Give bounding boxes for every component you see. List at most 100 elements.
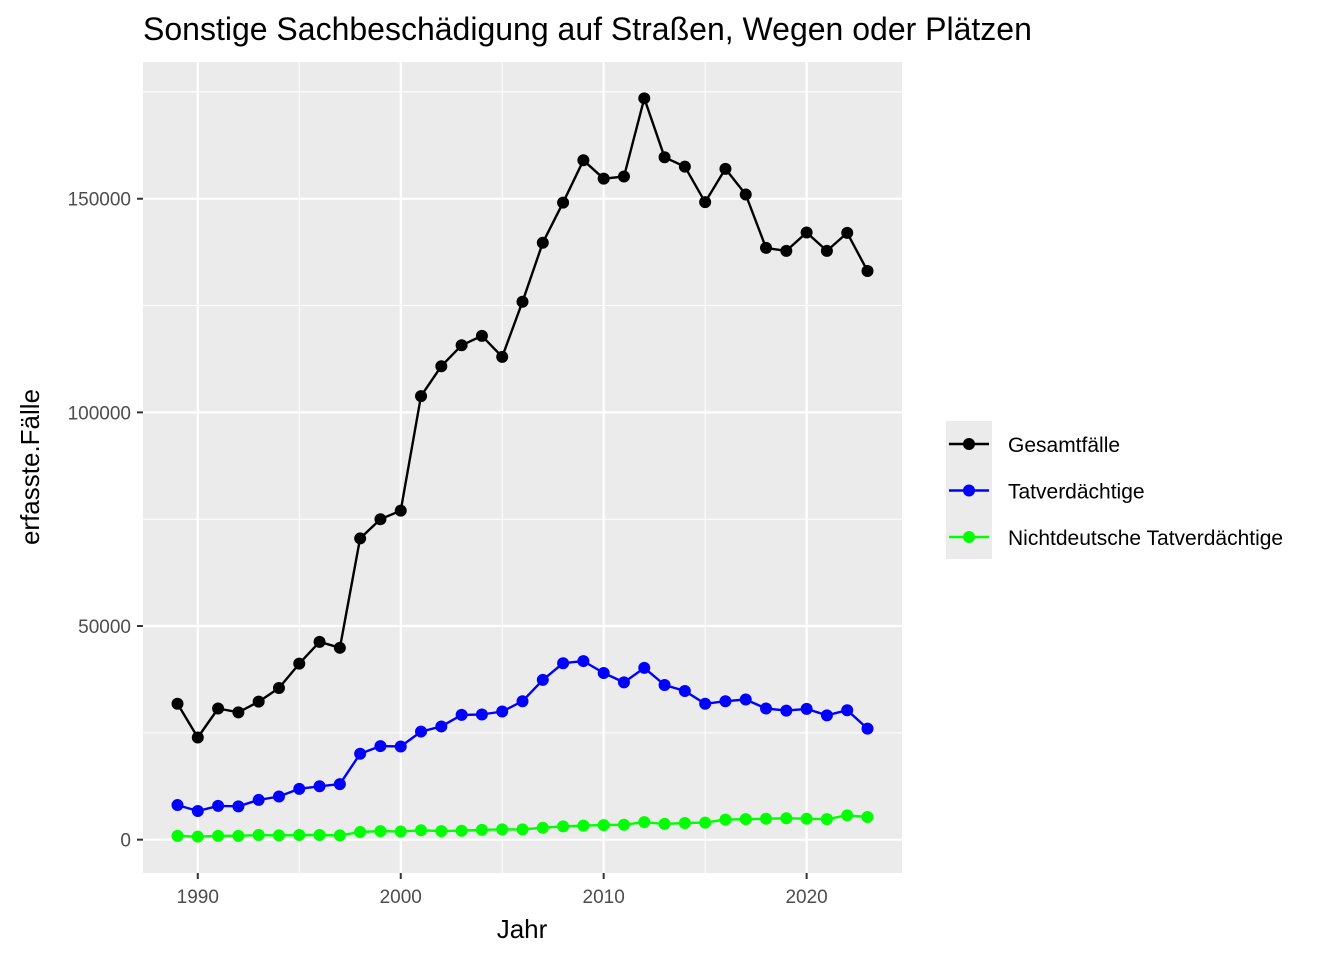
data-point: [252, 793, 265, 806]
x-tick-label: 2000: [380, 887, 422, 908]
data-point: [617, 676, 630, 689]
data-point: [455, 824, 468, 837]
data-point: [739, 693, 752, 706]
data-point: [638, 661, 651, 674]
data-point: [861, 264, 874, 277]
data-point: [232, 829, 245, 842]
data-point: [800, 702, 813, 715]
data-point: [820, 244, 833, 257]
data-point: [577, 655, 590, 668]
data-point: [557, 196, 570, 209]
data-point: [861, 722, 874, 735]
legend-label: Gesamtfälle: [1008, 434, 1120, 457]
y-tick-label: 150000: [68, 190, 131, 211]
data-point: [374, 825, 387, 838]
data-point: [435, 825, 448, 838]
y-tick-label: 50000: [78, 617, 131, 638]
x-tick-label: 1990: [177, 887, 219, 908]
data-point: [638, 816, 651, 829]
data-point: [475, 708, 488, 721]
data-point: [475, 823, 488, 836]
data-point: [861, 811, 874, 824]
major-gridlines: [143, 62, 902, 873]
legend: Gesamtfälle Tatverdächtige Nichtdeutsche T…: [946, 421, 1283, 559]
legend-label: Nichtdeutsche Tatverdächtige: [1008, 527, 1283, 550]
data-point: [415, 725, 428, 738]
chart-title: Sonstige Sachbeschädigung auf Straßen, W…: [143, 11, 1032, 47]
data-point: [841, 704, 854, 717]
series-tatverd-chtige: [171, 655, 874, 818]
data-point: [678, 817, 691, 830]
data-point: [374, 740, 387, 753]
data-point: [536, 236, 549, 249]
data-point: [597, 819, 610, 832]
data-point: [394, 825, 407, 838]
data-point: [516, 295, 529, 308]
data-point: [678, 160, 691, 173]
series-layer: [171, 92, 874, 843]
legend-key-point: [963, 531, 975, 543]
data-point: [354, 747, 367, 760]
data-point: [516, 823, 529, 836]
data-point: [577, 819, 590, 832]
data-point: [658, 151, 671, 164]
data-point: [617, 170, 630, 183]
data-point: [272, 790, 285, 803]
data-point: [394, 504, 407, 517]
y-tick-label: 100000: [68, 403, 131, 424]
data-point: [272, 681, 285, 694]
data-point: [780, 244, 793, 257]
data-point: [293, 657, 306, 670]
data-point: [516, 695, 529, 708]
data-point: [699, 816, 712, 829]
data-point: [333, 641, 346, 654]
data-point: [293, 828, 306, 841]
data-point: [496, 823, 509, 836]
data-point: [354, 532, 367, 545]
series-nichtdeutsche-tatverd-chtige: [171, 809, 874, 843]
data-point: [475, 329, 488, 342]
data-point: [820, 813, 833, 826]
data-point: [212, 829, 225, 842]
series-gesamtf-lle: [171, 92, 874, 744]
data-point: [293, 782, 306, 795]
data-point: [394, 740, 407, 753]
data-point: [557, 820, 570, 833]
legend-key-point: [963, 438, 975, 450]
data-point: [232, 706, 245, 719]
data-point: [699, 196, 712, 209]
data-point: [171, 829, 184, 842]
data-point: [212, 702, 225, 715]
data-point: [699, 697, 712, 710]
data-point: [496, 350, 509, 363]
data-point: [191, 805, 204, 818]
data-point: [658, 817, 671, 830]
data-point: [313, 635, 326, 648]
data-point: [719, 695, 732, 708]
data-point: [760, 702, 773, 715]
data-point: [333, 829, 346, 842]
data-point: [212, 799, 225, 812]
data-point: [455, 708, 468, 721]
data-point: [496, 705, 509, 718]
data-point: [739, 188, 752, 201]
data-point: [557, 657, 570, 670]
data-point: [313, 828, 326, 841]
data-point: [638, 92, 651, 105]
data-point: [841, 809, 854, 822]
x-tick-label: 2010: [583, 887, 625, 908]
data-point: [252, 828, 265, 841]
axis-ticks: [137, 197, 808, 879]
data-point: [435, 360, 448, 373]
data-point: [577, 154, 590, 167]
data-point: [739, 813, 752, 826]
data-point: [820, 709, 833, 722]
data-point: [415, 824, 428, 837]
data-point: [678, 684, 691, 697]
axis-tick-labels: 1990 2000 2010 2020 0 50000 100000 150000: [68, 190, 828, 908]
plot-panel: [143, 62, 902, 873]
data-point: [252, 695, 265, 708]
x-tick-label: 2020: [785, 887, 827, 908]
data-point: [354, 825, 367, 838]
